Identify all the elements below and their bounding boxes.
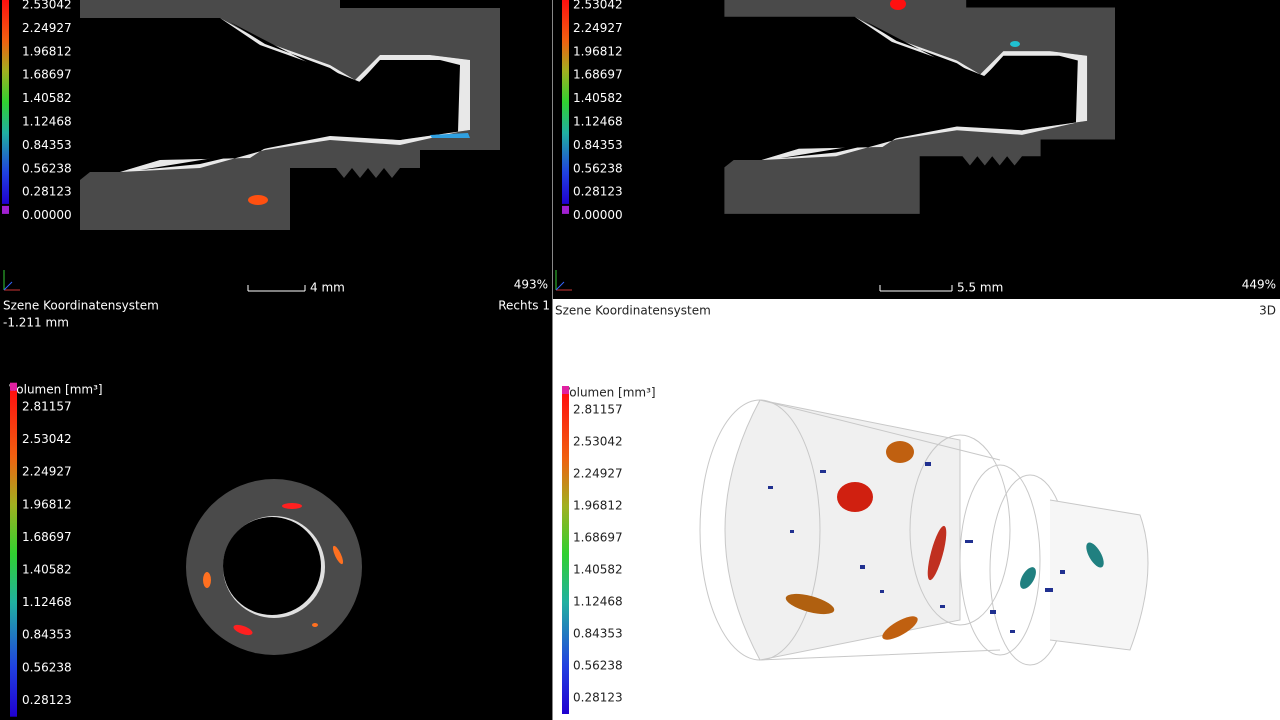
legend-label: 1.96812 [573, 499, 623, 513]
legend-label: 1.12468 [573, 115, 623, 129]
legend-label: 2.53042 [22, 0, 72, 12]
pore [312, 623, 318, 627]
pore [332, 545, 344, 565]
pore [785, 593, 835, 615]
legend-label: 1.96812 [22, 497, 72, 511]
legend-label: 2.24927 [22, 21, 72, 35]
legend-label: 2.24927 [573, 467, 623, 481]
legend-label: 1.68697 [22, 530, 72, 544]
legend-label: 0.84353 [22, 138, 72, 152]
part-3d [699, 399, 1149, 666]
pore [248, 195, 268, 205]
view-name: 3D [1259, 304, 1276, 318]
view-name: Rechts 1 [498, 299, 550, 313]
pore [282, 503, 302, 509]
legend-label: 0.56238 [22, 660, 72, 674]
legend-label: 2.81157 [22, 400, 72, 414]
legend-swatch [2, 205, 9, 214]
axes-icon [3, 270, 572, 291]
legend-label: 1.96812 [573, 44, 623, 58]
legend-label: 0.56238 [573, 659, 623, 673]
panel-header: Szene Koordinatensystem [555, 304, 711, 318]
legend-label: 0.84353 [573, 627, 623, 641]
zoom: 449% [1242, 278, 1276, 292]
legend-label: 0.28123 [22, 693, 72, 707]
pore [927, 525, 947, 581]
legend-label: 2.53042 [22, 432, 72, 446]
legend-label: 0.84353 [573, 138, 623, 152]
legend-label: 0.00000 [22, 208, 72, 222]
legend-label: 0.56238 [22, 161, 72, 175]
legend-label: 1.68697 [573, 531, 623, 545]
pore [886, 441, 914, 463]
legend-label: 0.56238 [573, 161, 623, 175]
pore [882, 616, 918, 640]
legend-label: 1.12468 [573, 595, 623, 609]
scale-label: 4 mm [310, 281, 345, 295]
pore [837, 482, 873, 512]
legend-title: Volumen [mm³] [9, 383, 103, 397]
pore [233, 624, 253, 636]
legend-swatch [562, 205, 569, 214]
legend-label: 1.96812 [22, 44, 72, 58]
legend-label: 0.84353 [22, 628, 72, 642]
legend-colorbar [562, 0, 569, 204]
pore [430, 133, 470, 138]
pore [203, 572, 211, 588]
zoom: 493% [514, 278, 548, 292]
pore [1020, 567, 1036, 589]
legend-label: 1.12468 [22, 115, 72, 129]
pore [890, 0, 906, 10]
legend-label: 1.68697 [22, 68, 72, 82]
legend-label: 1.40582 [573, 91, 623, 105]
legend-label: 1.40582 [22, 563, 72, 577]
legend-label: 0.00000 [573, 208, 623, 222]
legend-label: 0.28123 [22, 185, 72, 199]
legend-swatch [10, 382, 17, 391]
legend-colorbar [562, 394, 569, 714]
legend-label: 0.28123 [573, 691, 623, 705]
legend-label: 2.53042 [573, 0, 623, 12]
legend-label: 2.53042 [573, 435, 623, 449]
legend-swatch [562, 386, 569, 394]
pore [1086, 542, 1104, 568]
scale-label: 5.5 mm [957, 281, 1003, 295]
legend-label: 2.24927 [573, 21, 623, 35]
legend-colorbar [10, 390, 17, 717]
panel-header: Szene Koordinatensystem [3, 299, 159, 313]
scale-bar [247, 285, 953, 292]
pore [1010, 41, 1020, 47]
legend-label: 0.28123 [573, 185, 623, 199]
pores-small [768, 462, 1065, 633]
legend-label: 1.68697 [573, 68, 623, 82]
ct-ring-bore [223, 517, 321, 615]
slice-position: -1.211 mm [3, 316, 69, 330]
legend-title: Volumen [mm³] [562, 386, 656, 400]
legend-label: 1.40582 [573, 563, 623, 577]
legend-label: 1.40582 [22, 91, 72, 105]
legend-colorbar [2, 0, 9, 204]
legend-label: 1.12468 [22, 595, 72, 609]
legend-label: 2.81157 [573, 403, 623, 417]
legend-label: 2.24927 [22, 465, 72, 479]
